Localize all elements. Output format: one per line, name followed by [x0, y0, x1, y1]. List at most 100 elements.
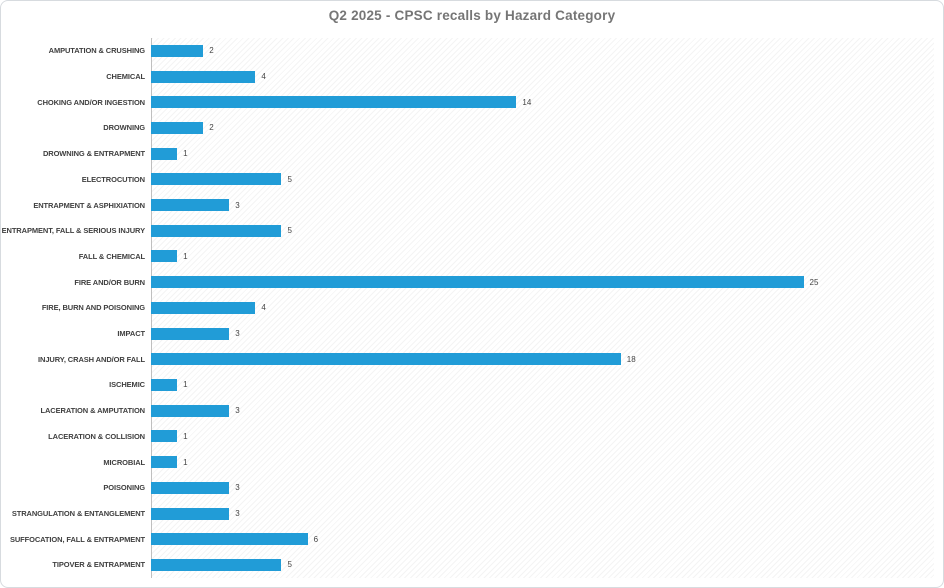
value-label: 4	[261, 72, 266, 82]
bar-row: DROWNING & ENTRAPMENT 1	[1, 141, 934, 167]
bar-track: 1	[151, 449, 934, 475]
category-label: POISONING	[103, 483, 145, 493]
category-label: LACERATION & COLLISION	[48, 431, 145, 441]
bar	[151, 44, 204, 57]
bar-track: 2	[151, 38, 934, 64]
bar-row: FALL & CHEMICAL 1	[1, 244, 934, 270]
bar	[151, 481, 230, 494]
bar	[151, 558, 282, 571]
bar-row: FIRE AND/OR BURN 25	[1, 269, 934, 295]
bar	[151, 173, 282, 186]
category-label: MICROBIAL	[103, 457, 145, 467]
bar-track: 2	[151, 115, 934, 141]
category-label: IMPACT	[117, 329, 145, 339]
bar	[151, 353, 621, 366]
bar	[151, 301, 256, 314]
value-label: 3	[235, 406, 240, 416]
value-label: 25	[809, 277, 819, 287]
bar	[151, 430, 178, 443]
value-label: 3	[235, 483, 240, 493]
bar	[151, 224, 282, 237]
bar-row: MICROBIAL 1	[1, 449, 934, 475]
bar-track: 3	[151, 398, 934, 424]
category-label: STRANGULATION & ENTANGLEMENT	[11, 509, 145, 518]
category-label: ISCHEMIC	[109, 380, 145, 390]
bar	[151, 96, 517, 109]
bar-row: CHEMICAL 4	[1, 64, 934, 90]
bar-row: AMPUTATION & CRUSHING 2	[1, 38, 934, 64]
value-label: 3	[235, 200, 240, 210]
category-label: INJURY, CRASH AND/OR FALL	[38, 354, 145, 364]
bar-track: 4	[151, 64, 934, 90]
bar-row: ELECTROCUTION 5	[1, 167, 934, 193]
value-label: 1	[183, 251, 188, 261]
category-label: SUFFOCATION, FALL & ENTRAPMENT	[9, 534, 145, 544]
bar-track: 1	[151, 424, 934, 450]
category-label: CHEMICAL	[106, 72, 145, 82]
bar-row: POISONING 3	[1, 475, 934, 501]
bar-track: 1	[151, 141, 934, 167]
bar-row: DROWNING 2	[1, 115, 934, 141]
value-label: 6	[313, 534, 319, 544]
chart-title: Q2 2025 - CPSC recalls by Hazard Categor…	[328, 8, 616, 23]
category-label: DROWNING & ENTRAPMENT	[42, 149, 145, 159]
bar	[151, 404, 230, 417]
bar-row: LACERATION & AMPUTATION 3	[1, 398, 934, 424]
category-label: FIRE AND/OR BURN	[74, 277, 145, 287]
bar	[151, 533, 308, 546]
bar-track: 3	[151, 501, 934, 527]
plot-area	[151, 38, 934, 578]
category-label: ENTRAPMENT & ASPHIXIATION	[33, 200, 145, 210]
value-label: 4	[261, 303, 266, 313]
category-label: TIPOVER & ENTRAPMENT	[52, 560, 145, 570]
bar-row: SUFFOCATION, FALL & ENTRAPMENT 6	[1, 526, 934, 552]
bar	[151, 456, 178, 469]
bar	[151, 378, 178, 391]
bar-track: 25	[151, 269, 934, 295]
category-label: FALL & CHEMICAL	[78, 251, 145, 261]
bar-row: CHOKING AND/OR INGESTION 14	[1, 89, 934, 115]
bar-track: 18	[151, 346, 934, 372]
value-label: 14	[522, 97, 532, 107]
bar-track: 5	[151, 167, 934, 193]
bar-row: ENTRAPMENT, FALL & SERIOUS INJURY 5	[1, 218, 934, 244]
bar-track: 3	[151, 475, 934, 501]
value-label: 1	[183, 380, 188, 390]
bar-track: 5	[151, 218, 934, 244]
value-label: 3	[235, 329, 240, 339]
bar-row: INJURY, CRASH AND/OR FALL 18	[1, 346, 934, 372]
category-label: LACERATION & AMPUTATION	[40, 406, 146, 416]
value-label: 1	[183, 149, 188, 159]
bar-track: 4	[151, 295, 934, 321]
bar	[151, 199, 230, 212]
bar-rows: AMPUTATION & CRUSHING 2 CHEMICAL 4 CHOKING A…	[1, 38, 934, 578]
category-label: FIRE, BURN AND POISONING	[41, 303, 145, 313]
value-label: 2	[209, 123, 214, 133]
value-label: 18	[626, 354, 636, 364]
value-label: 5	[287, 560, 292, 570]
bar	[151, 147, 178, 160]
bar-track: 1	[151, 372, 934, 398]
category-label: ENTRAPMENT, FALL & SERIOUS INJURY	[1, 226, 145, 236]
bar-track: 14	[151, 89, 934, 115]
value-label: 5	[287, 226, 292, 236]
bar-row: IMPACT 3	[1, 321, 934, 347]
value-label: 2	[209, 46, 214, 56]
bar	[151, 507, 230, 520]
value-label: 1	[183, 431, 188, 441]
category-label: CHOKING AND/OR INGESTION	[37, 97, 145, 107]
bar-track: 5	[151, 552, 934, 578]
bar-row: STRANGULATION & ENTANGLEMENT 3	[1, 501, 934, 527]
bar	[151, 250, 178, 263]
value-label: 5	[287, 174, 292, 184]
value-label: 3	[235, 509, 240, 518]
bar-track: 3	[151, 192, 934, 218]
bar-track: 6	[151, 526, 934, 552]
bar-row: ENTRAPMENT & ASPHIXIATION 3	[1, 192, 934, 218]
bar-row: LACERATION & COLLISION 1	[1, 424, 934, 450]
bar-track: 3	[151, 321, 934, 347]
bar	[151, 327, 230, 340]
bar-row: TIPOVER & ENTRAPMENT 5	[1, 552, 934, 578]
bar	[151, 276, 804, 289]
